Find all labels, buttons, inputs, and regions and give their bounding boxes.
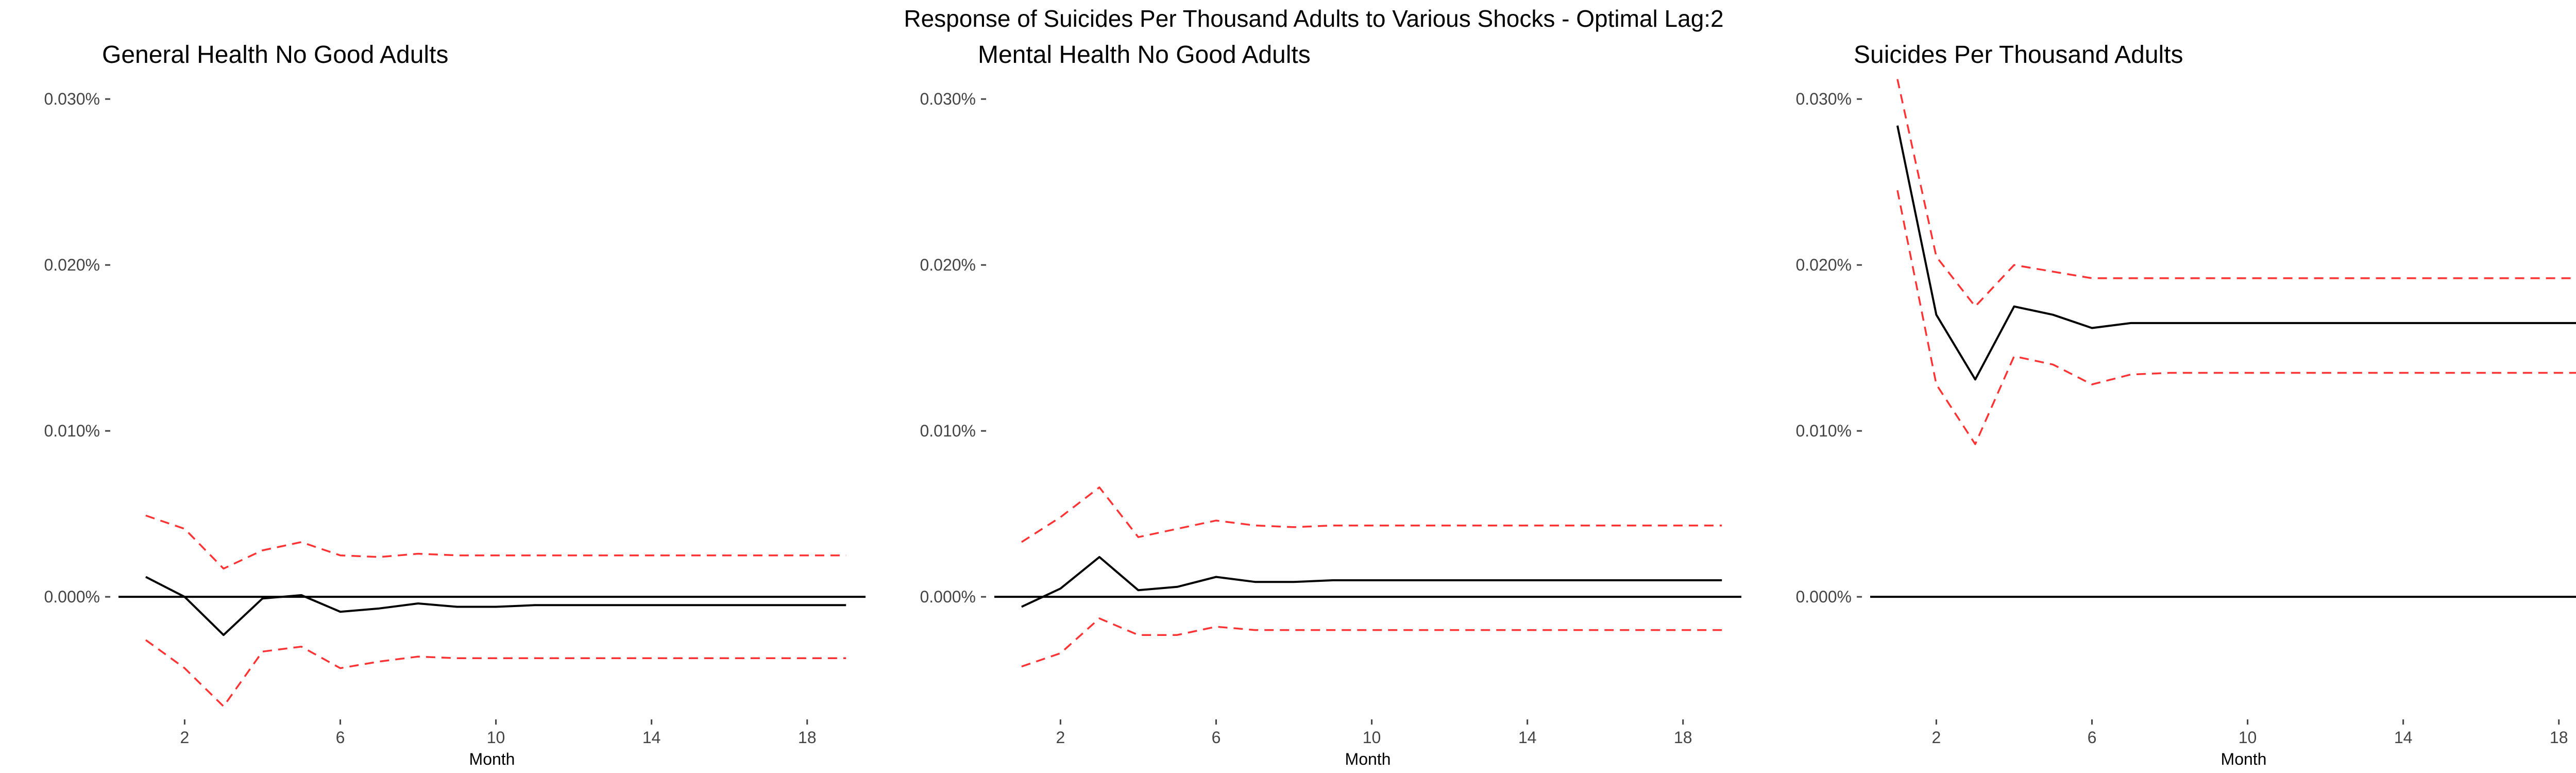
x-tick-label: 2 (1056, 728, 1065, 747)
response-line (1896, 125, 2576, 381)
response-line (145, 576, 846, 636)
x-tick-label: 6 (2088, 728, 2097, 747)
y-tick-label: 0.020% (920, 256, 976, 274)
x-tick-label: 2 (180, 728, 189, 747)
ci-lower-line (145, 639, 846, 708)
ci-lower-line (1896, 190, 2576, 445)
y-tick-label: 0.020% (44, 256, 100, 274)
x-tick-label: 18 (798, 728, 817, 747)
y-tick-label: 0.000% (920, 587, 976, 606)
x-tick-label: 2 (1931, 728, 1941, 747)
y-tick-label: 0.030% (920, 90, 976, 108)
figure-title: Response of Suicides Per Thousand Adults… (904, 5, 1723, 32)
y-tick-label: 0.030% (44, 90, 100, 108)
y-tick-label: 0.010% (1795, 422, 1852, 440)
ci-upper-line (145, 514, 846, 570)
panel-suicides: Suicides Per Thousand Adults 0.000% 0.010%… (1795, 41, 2576, 768)
chart-panels: General Health No Good Adults 0.000% 0.010… (44, 41, 2576, 768)
x-axis-label: Month (1345, 750, 1391, 768)
y-tick-label: 0.030% (1795, 90, 1852, 108)
ci-upper-line (1021, 486, 1722, 543)
x-tick-label: 18 (1674, 728, 1692, 747)
x-tick-label: 18 (2550, 728, 2568, 747)
x-tick-label: 14 (642, 728, 661, 747)
x-tick-label: 10 (487, 728, 505, 747)
x-tick-label: 10 (2239, 728, 2257, 747)
x-tick-label: 14 (2394, 728, 2413, 747)
x-tick-label: 6 (1212, 728, 1221, 747)
x-tick-label: 6 (336, 728, 345, 747)
panel-title: Suicides Per Thousand Adults (1854, 41, 2183, 69)
panel-title: General Health No Good Adults (102, 41, 448, 69)
ci-upper-line (1896, 79, 2576, 308)
y-tick-label: 0.020% (1795, 256, 1852, 274)
panel-mental-health: Mental Health No Good Adults 0.000% 0.010%… (920, 41, 1741, 768)
x-tick-label: 10 (1363, 728, 1381, 747)
ci-lower-line (1021, 617, 1722, 668)
x-axis-label: Month (2221, 750, 2267, 768)
panel-title: Mental Health No Good Adults (978, 41, 1311, 69)
y-tick-label: 0.010% (920, 422, 976, 440)
y-tick-label: 0.000% (44, 587, 100, 606)
response-line (1021, 556, 1722, 608)
x-tick-label: 14 (1518, 728, 1537, 747)
y-tick-label: 0.010% (44, 422, 100, 440)
y-tick-label: 0.000% (1795, 587, 1852, 606)
panel-general-health: General Health No Good Adults 0.000% 0.010… (44, 41, 866, 768)
x-axis-label: Month (469, 750, 515, 768)
